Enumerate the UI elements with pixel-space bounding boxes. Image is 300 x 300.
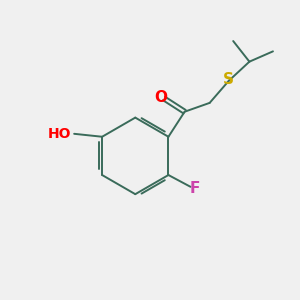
Text: O: O bbox=[154, 89, 167, 104]
Text: HO: HO bbox=[48, 127, 71, 141]
Text: F: F bbox=[190, 181, 200, 196]
Text: S: S bbox=[223, 72, 234, 87]
